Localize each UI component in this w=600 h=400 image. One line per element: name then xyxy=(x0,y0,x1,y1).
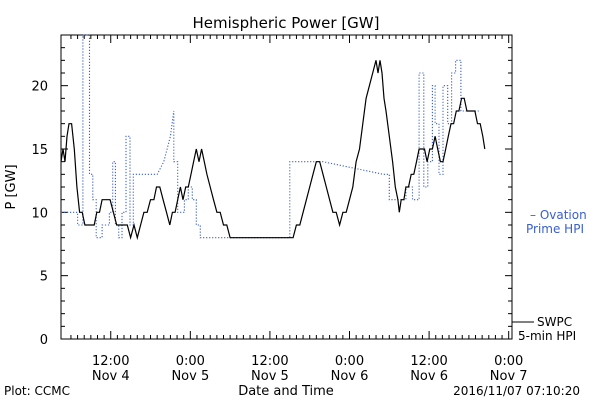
y-tick-label: 20 xyxy=(31,80,48,95)
x-tick-label-time: 0:00 xyxy=(494,354,523,369)
x-tick-label-date: Nov 6 xyxy=(410,369,448,384)
x-axis-label: Date and Time xyxy=(238,384,334,399)
plot-timestamp: 2016/11/07 07:10:20 xyxy=(453,384,580,398)
x-tick-label-date: Nov 4 xyxy=(92,369,130,384)
ovation-prime-hpi-line xyxy=(61,34,479,239)
legend-ovation-line2: Prime HPI xyxy=(526,222,584,236)
y-tick-label: 15 xyxy=(31,143,48,158)
x-tick-label-time: 12:00 xyxy=(251,354,288,369)
y-tick-label: 5 xyxy=(40,270,48,285)
chart-title: Hemispheric Power [GW] xyxy=(193,14,380,32)
legend-swpc: SWPC 5-min HPI xyxy=(512,315,576,343)
legend-swpc-line1: SWPC xyxy=(537,315,572,329)
y-axis-ticks: 0 5 10 15 20 xyxy=(31,34,512,348)
x-tick-label-date: Nov 7 xyxy=(490,369,528,384)
plot-frame xyxy=(60,34,513,340)
x-tick-label-time: 0:00 xyxy=(335,354,364,369)
x-tick-label-date: Nov 5 xyxy=(171,369,209,384)
y-tick-label: 0 xyxy=(40,333,48,348)
swpc-5min-hpi-line xyxy=(60,60,486,241)
x-tick-label-time: 0:00 xyxy=(176,354,205,369)
legend-ovation-line1: – Ovation xyxy=(530,208,587,222)
x-tick-label-time: 12:00 xyxy=(410,354,447,369)
y-axis-label: P [GW] xyxy=(4,164,19,209)
legend-swpc-line2: 5-min HPI xyxy=(518,329,576,343)
x-tick-label-date: Nov 5 xyxy=(251,369,289,384)
x-tick-label-date: Nov 6 xyxy=(331,369,369,384)
legend-ovation: – Ovation Prime HPI xyxy=(526,208,587,236)
y-tick-label: 10 xyxy=(31,206,48,221)
x-tick-label-time: 12:00 xyxy=(92,354,129,369)
plot-credit: Plot: CCMC xyxy=(4,384,70,398)
